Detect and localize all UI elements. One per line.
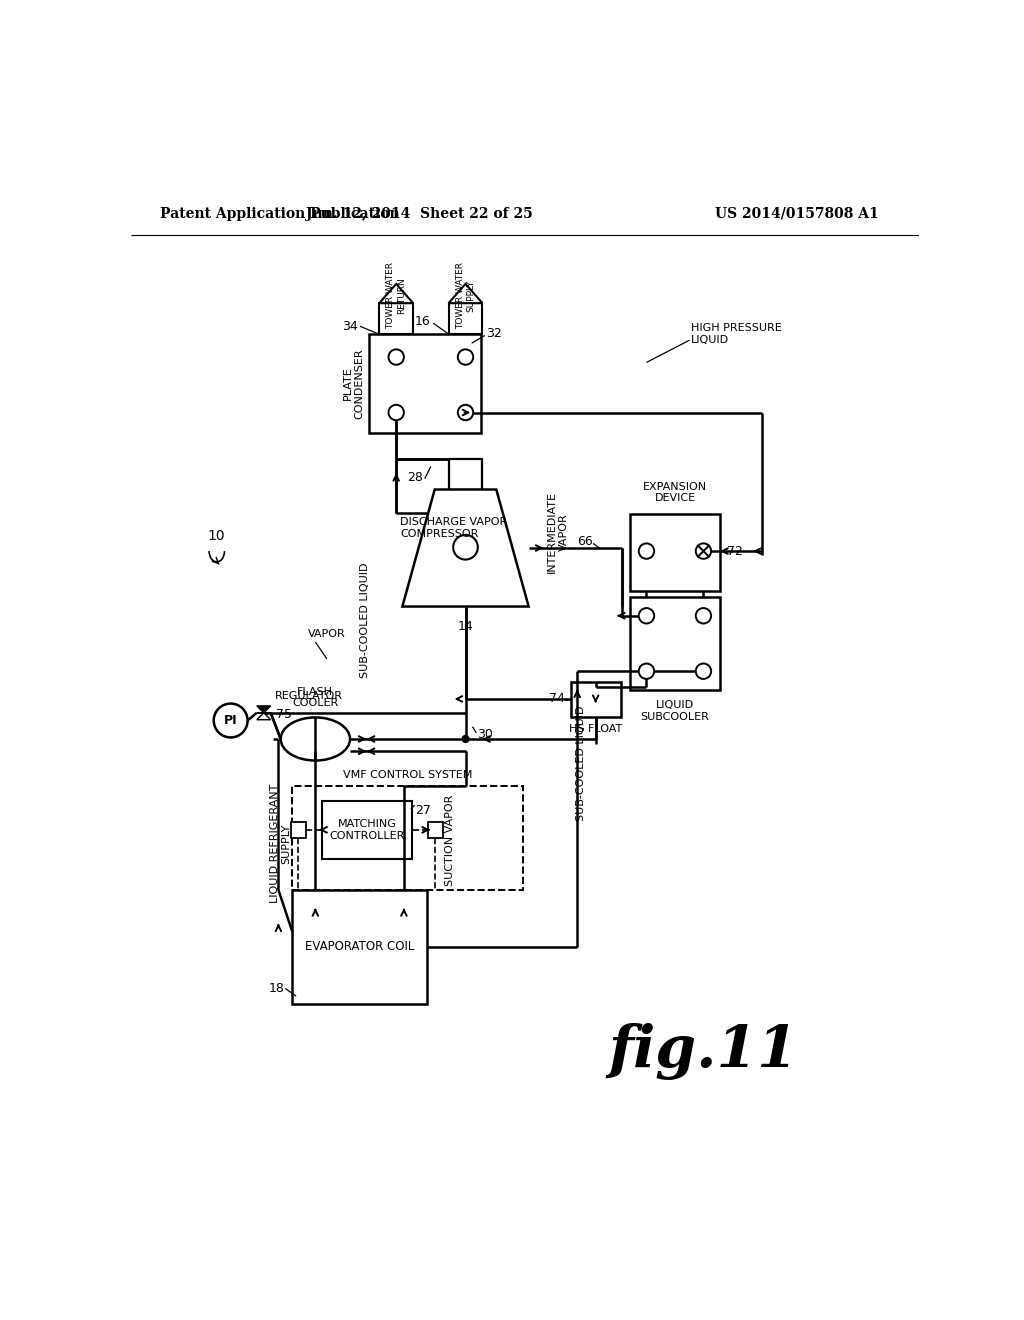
Bar xyxy=(630,515,720,591)
Text: EVAPORATOR COIL: EVAPORATOR COIL xyxy=(304,940,414,953)
Bar xyxy=(379,304,413,334)
Text: 16: 16 xyxy=(415,315,431,329)
Text: TOWER WATER
RETURN: TOWER WATER RETURN xyxy=(386,261,406,329)
Ellipse shape xyxy=(281,718,350,760)
Text: 66: 66 xyxy=(577,536,593,548)
Text: VAPOR: VAPOR xyxy=(307,630,345,639)
Text: SUB-COOLED LIQUID: SUB-COOLED LIQUID xyxy=(360,562,371,678)
Circle shape xyxy=(454,535,478,560)
Text: 75: 75 xyxy=(276,708,292,721)
Text: US 2014/0157808 A1: US 2014/0157808 A1 xyxy=(715,207,879,220)
Circle shape xyxy=(639,544,654,558)
Circle shape xyxy=(388,350,403,364)
Bar xyxy=(292,785,523,890)
Polygon shape xyxy=(449,284,482,304)
Text: INTERMEDIATE
VAPOR: INTERMEDIATE VAPOR xyxy=(547,491,568,573)
Text: fig.11: fig.11 xyxy=(608,1023,798,1080)
Text: REGULATOR: REGULATOR xyxy=(275,690,343,701)
Bar xyxy=(322,801,413,859)
Text: 72: 72 xyxy=(727,545,742,557)
Text: HIGH PRESSURE
LIQUID: HIGH PRESSURE LIQUID xyxy=(691,323,782,345)
Text: HS FLOAT: HS FLOAT xyxy=(569,725,623,734)
Text: SUCTION VAPOR: SUCTION VAPOR xyxy=(445,795,455,886)
Bar xyxy=(428,822,443,838)
Polygon shape xyxy=(402,490,528,607)
Circle shape xyxy=(695,609,711,623)
Bar xyxy=(449,459,482,490)
Circle shape xyxy=(214,704,248,738)
Text: LIQUID REFRIGERANT
SUPPLY: LIQUID REFRIGERANT SUPPLY xyxy=(270,784,292,903)
Text: 32: 32 xyxy=(486,327,502,341)
Text: FLASH
COOLER: FLASH COOLER xyxy=(292,686,339,708)
Circle shape xyxy=(695,544,711,558)
Text: VMF CONTROL SYSTEM: VMF CONTROL SYSTEM xyxy=(343,770,472,780)
Bar xyxy=(571,682,621,717)
Circle shape xyxy=(458,405,473,420)
Text: 30: 30 xyxy=(477,727,493,741)
Text: Jun. 12, 2014  Sheet 22 of 25: Jun. 12, 2014 Sheet 22 of 25 xyxy=(306,207,532,220)
Text: TOWER WATER
SUPPLY: TOWER WATER SUPPLY xyxy=(456,261,475,329)
Text: MATCHING
CONTROLLER: MATCHING CONTROLLER xyxy=(330,818,404,841)
Text: SUB-COOLED LIQUID: SUB-COOLED LIQUID xyxy=(577,705,586,821)
Circle shape xyxy=(388,405,403,420)
Text: 10: 10 xyxy=(208,529,225,543)
Polygon shape xyxy=(379,284,413,304)
Bar xyxy=(630,597,720,689)
Circle shape xyxy=(639,664,654,678)
Text: 34: 34 xyxy=(342,319,357,333)
Circle shape xyxy=(458,350,473,364)
Text: 18: 18 xyxy=(268,982,285,995)
Text: 28: 28 xyxy=(408,471,423,484)
Bar xyxy=(370,334,481,433)
Text: EXPANSION
DEVICE: EXPANSION DEVICE xyxy=(643,482,707,503)
Circle shape xyxy=(695,664,711,678)
Polygon shape xyxy=(257,706,270,713)
Text: DISCHARGE VAPOR
COMPRESSOR: DISCHARGE VAPOR COMPRESSOR xyxy=(400,517,507,539)
Text: 74: 74 xyxy=(549,693,565,705)
Text: LIQUID
SUBCOOLER: LIQUID SUBCOOLER xyxy=(641,701,710,722)
Text: 27: 27 xyxy=(416,804,431,817)
Bar xyxy=(292,890,427,1003)
Circle shape xyxy=(639,609,654,623)
Text: PI: PI xyxy=(224,714,238,727)
Circle shape xyxy=(463,737,469,742)
Text: PLATE
CONDENSER: PLATE CONDENSER xyxy=(343,348,365,418)
Bar xyxy=(449,304,482,334)
Text: Patent Application Publication: Patent Application Publication xyxy=(160,207,399,220)
Bar xyxy=(291,822,306,838)
Text: 14: 14 xyxy=(458,620,473,634)
Polygon shape xyxy=(257,713,270,719)
